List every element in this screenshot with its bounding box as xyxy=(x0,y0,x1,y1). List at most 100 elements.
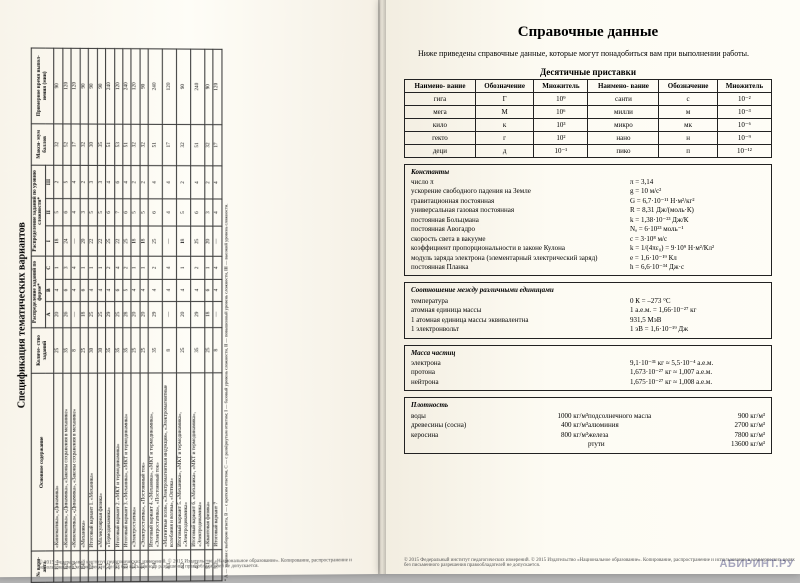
data-value: 1,673·10⁻²⁷ кг ≈ 1,007 а.е.м. xyxy=(630,368,765,377)
table-cell: 28 xyxy=(123,301,132,327)
table-cell: — xyxy=(163,226,177,257)
density-row: подсолнечного масла900 кг/м³ xyxy=(588,412,765,421)
table-cell: 4 xyxy=(163,166,177,199)
table-cell: 120 xyxy=(63,48,72,123)
table-cell: 4 xyxy=(71,279,80,301)
data-row: протона1,673·10⁻²⁷ кг ≈ 1,007 а.е.м. xyxy=(411,368,765,377)
data-key: постоянная Авогадро xyxy=(411,225,630,234)
data-key: атомная единица массы xyxy=(411,306,630,315)
table-cell: 20 xyxy=(54,301,63,327)
table-cell: 2 xyxy=(177,166,191,199)
table-cell: 4 xyxy=(213,166,222,199)
table-cell: 4 xyxy=(106,279,115,301)
table-cell: 10⁻¹² xyxy=(717,144,771,157)
table-cell: — xyxy=(163,301,177,327)
table-row: 2.2«Термодинамика»352942256451240 xyxy=(106,49,115,582)
table-cell: «Электростатика» xyxy=(131,373,140,551)
data-value: G = 6,7·10⁻¹¹ Н·м²/кг² xyxy=(630,197,765,206)
table-cell: 1 xyxy=(80,256,89,279)
table-cell: 32 xyxy=(54,123,63,165)
table-cell: 6 xyxy=(114,166,123,199)
table-cell: 4 xyxy=(114,256,123,279)
table-cell: 4 xyxy=(163,257,177,280)
table-row: 3.4Итоговый вариант 4. «Механика», «МКТ … xyxy=(149,49,163,582)
data-key: скорость света в вакууме xyxy=(411,235,630,244)
table-cell: 25 xyxy=(80,328,89,374)
table-cell: 20 xyxy=(140,301,149,327)
density-name: железа xyxy=(588,431,705,440)
table-cell: 6 xyxy=(205,279,214,301)
table-cell: 53 xyxy=(114,124,123,166)
density-block: Плотность воды1000 кг/м³древесины (сосна… xyxy=(404,397,772,453)
table-cell: 17 xyxy=(213,124,222,166)
table-cell: 4 xyxy=(163,279,177,301)
h-b: В xyxy=(45,279,54,301)
data-value: 0 К = –273 °С xyxy=(630,297,765,306)
h-iii: III xyxy=(45,165,54,198)
table-cell: 3 xyxy=(88,166,97,199)
density-value: 1000 кг/м³ xyxy=(528,412,588,421)
density-name: алюминия xyxy=(588,421,705,430)
data-row: 1 электронвольт1 эВ = 1,6·10⁻¹⁹ Дж xyxy=(411,325,765,334)
table-cell: 8 xyxy=(213,327,222,373)
table-cell: 30 xyxy=(88,328,97,374)
table-cell: 240 xyxy=(191,49,205,124)
table-cell: 4 xyxy=(149,166,163,199)
data-row: число ππ = 3,14 xyxy=(411,178,765,187)
intro-text: Ниже приведены справочные данные, которы… xyxy=(404,49,772,59)
table-cell: 17 xyxy=(163,124,177,166)
data-row: температура0 К = –273 °С xyxy=(411,297,765,306)
table-cell: 2 xyxy=(191,257,205,280)
h-max: Макси- мум баллов xyxy=(31,123,54,165)
table-cell: «Квантовая физика» xyxy=(205,373,214,550)
table-cell: Итоговый вариант 5. «Механика», «МКТ и т… xyxy=(177,373,191,550)
table-row: мегаМ10⁶миллим10⁻³ xyxy=(405,105,772,118)
table-cell: 1 xyxy=(177,257,191,280)
table-cell: «Магнитные поля», «Электромагнитная инду… xyxy=(163,373,177,551)
table-cell: 26 xyxy=(63,301,72,327)
table-cell: 4 xyxy=(149,279,163,301)
constants-block: Константы число ππ = 3,14ускорение свобо… xyxy=(404,164,772,277)
table-cell: 17 xyxy=(71,123,80,165)
table-cell: 5 xyxy=(140,199,149,226)
prefix-header: Наимено- вание xyxy=(588,79,659,92)
table-cell: 2 xyxy=(54,165,63,198)
data-value: e = 1,6·10⁻¹⁹ Кл xyxy=(630,254,765,263)
table-cell: — xyxy=(71,226,80,257)
prefix-header: Множитель xyxy=(534,79,588,92)
data-value: π = 3,14 xyxy=(630,178,765,187)
table-cell: 120 xyxy=(213,49,222,124)
data-row: 1 атомная единица массы эквивалентна931,… xyxy=(411,316,765,325)
table-cell: 4 xyxy=(123,166,132,199)
table-cell: «Кинематика», «Динамика» xyxy=(54,373,63,551)
table-cell: 4 xyxy=(71,165,80,198)
table-cell: 18 xyxy=(177,226,191,256)
density-row: древесины (сосна)400 кг/м³ xyxy=(411,421,588,430)
table-cell: микро xyxy=(588,118,659,131)
table-cell: 18 xyxy=(205,301,214,327)
table-row: децид10⁻¹пикоп10⁻¹² xyxy=(405,144,772,157)
table-cell: 32 xyxy=(131,124,140,166)
table-cell: 20 xyxy=(131,301,140,327)
table-cell: н xyxy=(659,131,717,144)
density-name: подсолнечного масла xyxy=(588,412,705,421)
right-page: Справочные данные Ниже приведены справоч… xyxy=(380,0,800,574)
table-cell: 25 xyxy=(123,226,132,257)
data-value: 931,5 МэВ xyxy=(630,316,765,325)
table-cell: М xyxy=(475,105,533,118)
left-copyright: © 2015 Федеральный институт педагогическ… xyxy=(39,558,380,571)
table-row: 3.3«Электростатика», «Постоянный ток»252… xyxy=(140,49,149,582)
table-cell: «Кинематика», «Динамика», «Законы сохран… xyxy=(63,373,72,551)
table-cell: 2 xyxy=(80,166,89,199)
data-row: нейтрона1,675·10⁻²⁷ кг ≈ 1,008 а.е.м. xyxy=(411,378,765,387)
data-key: универсальная газовая постоянная xyxy=(411,206,630,215)
data-value: 9,1·10⁻³¹ кг ≈ 5,5·10⁻⁴ а.е.м. xyxy=(630,359,765,368)
table-cell: 10⁹ xyxy=(534,92,588,105)
table-cell: 4 xyxy=(191,279,205,301)
table-cell: 4 xyxy=(213,257,222,280)
left-page: Спецификация тематических вариантов № ва… xyxy=(0,0,380,577)
data-key: 1 атомная единица массы эквивалентна xyxy=(411,316,630,325)
relations-block: Соотношение между различными единицами т… xyxy=(404,282,772,338)
table-cell: 51 xyxy=(106,124,115,166)
table-cell: 4 xyxy=(213,279,222,301)
